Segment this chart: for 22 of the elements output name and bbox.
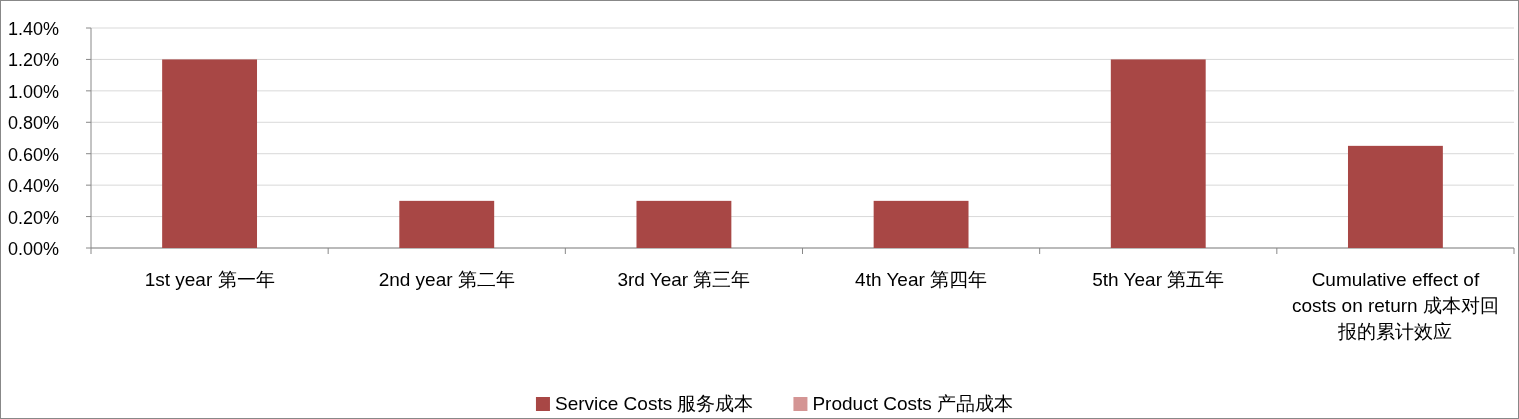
x-tick-label: 1st year 第一年	[144, 269, 275, 290]
y-tick-label: 0.80%	[8, 113, 60, 134]
y-tick-label: 0.40%	[8, 176, 60, 197]
y-tick-label: 0.20%	[8, 207, 60, 228]
x-tick-label: 3rd Year 第三年	[617, 269, 751, 290]
bar	[873, 200, 969, 248]
bar	[1347, 145, 1443, 248]
x-tick-label: Cumulative effect of costs on return 成本对回报的累计效应	[1291, 269, 1499, 342]
bar	[399, 200, 495, 248]
legend-label: Service Costs 服务成本	[554, 393, 754, 414]
bar	[1110, 59, 1206, 248]
bar	[636, 200, 732, 248]
y-tick-label: 0.00%	[8, 239, 60, 259]
x-tick-label: 2nd year 第二年	[378, 269, 515, 290]
y-tick-label: 1.20%	[8, 50, 60, 71]
x-tick-label: 4th Year 第四年	[855, 269, 988, 290]
legend-label: Product Costs 产品成本	[812, 393, 1014, 414]
y-tick-label: 0.60%	[8, 144, 60, 165]
x-tick-label: 5th Year 第五年	[1092, 269, 1225, 290]
y-tick-label: 1.40%	[8, 19, 60, 39]
bar	[162, 59, 258, 248]
y-tick-label: 1.00%	[8, 81, 60, 102]
